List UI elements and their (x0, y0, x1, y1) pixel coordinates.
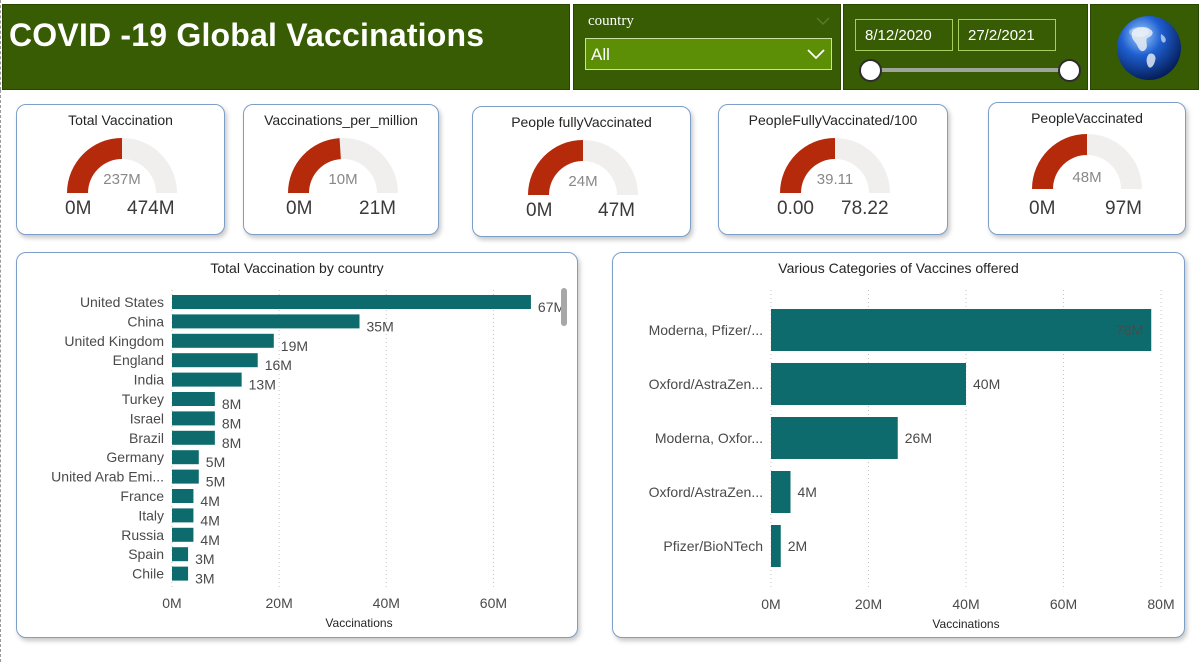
date-slider-start-handle[interactable] (859, 59, 882, 82)
chart-card-country[interactable]: Total Vaccination by country (16, 252, 578, 638)
kpi-card-people-vaccinated[interactable]: PeopleVaccinated 48M 0M 97M (988, 102, 1186, 235)
end-date-input[interactable]: 27/2/2021 (958, 19, 1056, 51)
gauge-chart (780, 138, 890, 193)
globe-icon (1117, 16, 1181, 80)
gauge-max: 78.22 (841, 198, 889, 219)
chevron-down-icon (807, 49, 825, 60)
country-dropdown-value: All (591, 45, 610, 64)
gauge-max: 47M (598, 200, 635, 221)
gauge-value: 10M (328, 171, 358, 188)
gauge-chart (288, 138, 398, 193)
gauge-min: 0M (65, 198, 92, 219)
country-slicer-label: country (588, 13, 634, 29)
kpi-title: PeopleFullyVaccinated/100 (748, 112, 918, 128)
kpi-title: PeopleVaccinated (1031, 110, 1143, 126)
kpi-title: People fullyVaccinated (511, 114, 652, 130)
gauge-chart (1032, 134, 1142, 189)
kpi-card-vaccinations-per-million[interactable]: Vaccinations_per_million 10M 0M 21M (243, 104, 439, 235)
gauge-min: 0M (1029, 198, 1056, 219)
gauge-max: 97M (1105, 198, 1142, 219)
gauge-value: 24M (568, 173, 598, 190)
canvas-edge (0, 0, 1, 90)
gauge-min: 0.00 (777, 198, 814, 219)
header: COVID -19 Global Vaccinations country Al… (2, 2, 1199, 90)
gauge-min: 0M (526, 200, 553, 221)
chart-title: Various Categories of Vaccines offered (778, 260, 1019, 276)
chart-scrollbar[interactable] (561, 288, 567, 588)
gauge-max: 474M (127, 198, 175, 219)
country-slicer[interactable]: country All (573, 4, 841, 90)
gauge-chart (528, 140, 638, 195)
gauge-value: 39.11 (816, 171, 854, 188)
title-banner: COVID -19 Global Vaccinations (2, 4, 570, 90)
gauge-max: 21M (359, 198, 396, 219)
gauge-value: 48M (1072, 169, 1102, 186)
canvas-edge (0, 90, 1, 662)
date-slider-end-handle[interactable] (1058, 59, 1081, 82)
logo-panel (1090, 4, 1199, 90)
kpi-title: Total Vaccination (68, 112, 173, 128)
chevron-down-icon[interactable] (816, 14, 830, 28)
gauge-min: 0M (286, 198, 313, 219)
gauge-chart (67, 138, 177, 193)
scrollbar-thumb[interactable] (561, 288, 567, 326)
chart-title: Total Vaccination by country (210, 260, 384, 276)
gauge-value: 237M (103, 171, 141, 188)
kpi-card-total-vaccination[interactable]: Total Vaccination 237M 0M 474M (16, 104, 225, 235)
start-date-input[interactable]: 8/12/2020 (855, 19, 953, 51)
country-dropdown[interactable]: All (585, 38, 832, 70)
kpi-title: Vaccinations_per_million (264, 112, 418, 128)
date-slider-track[interactable] (868, 68, 1070, 72)
page-title: COVID -19 Global Vaccinations (9, 17, 485, 53)
kpi-card-people-fully-vaccinated[interactable]: People fullyVaccinated 24M 0M 47M (472, 106, 691, 237)
kpi-card-people-fully-vaccinated-per-100[interactable]: PeopleFullyVaccinated/100 39.11 0.00 78.… (718, 104, 948, 235)
chart-card-vaccine-categories[interactable]: Various Categories of Vaccines offered (612, 252, 1185, 638)
date-range-slicer: 8/12/2020 27/2/2021 (843, 4, 1088, 90)
